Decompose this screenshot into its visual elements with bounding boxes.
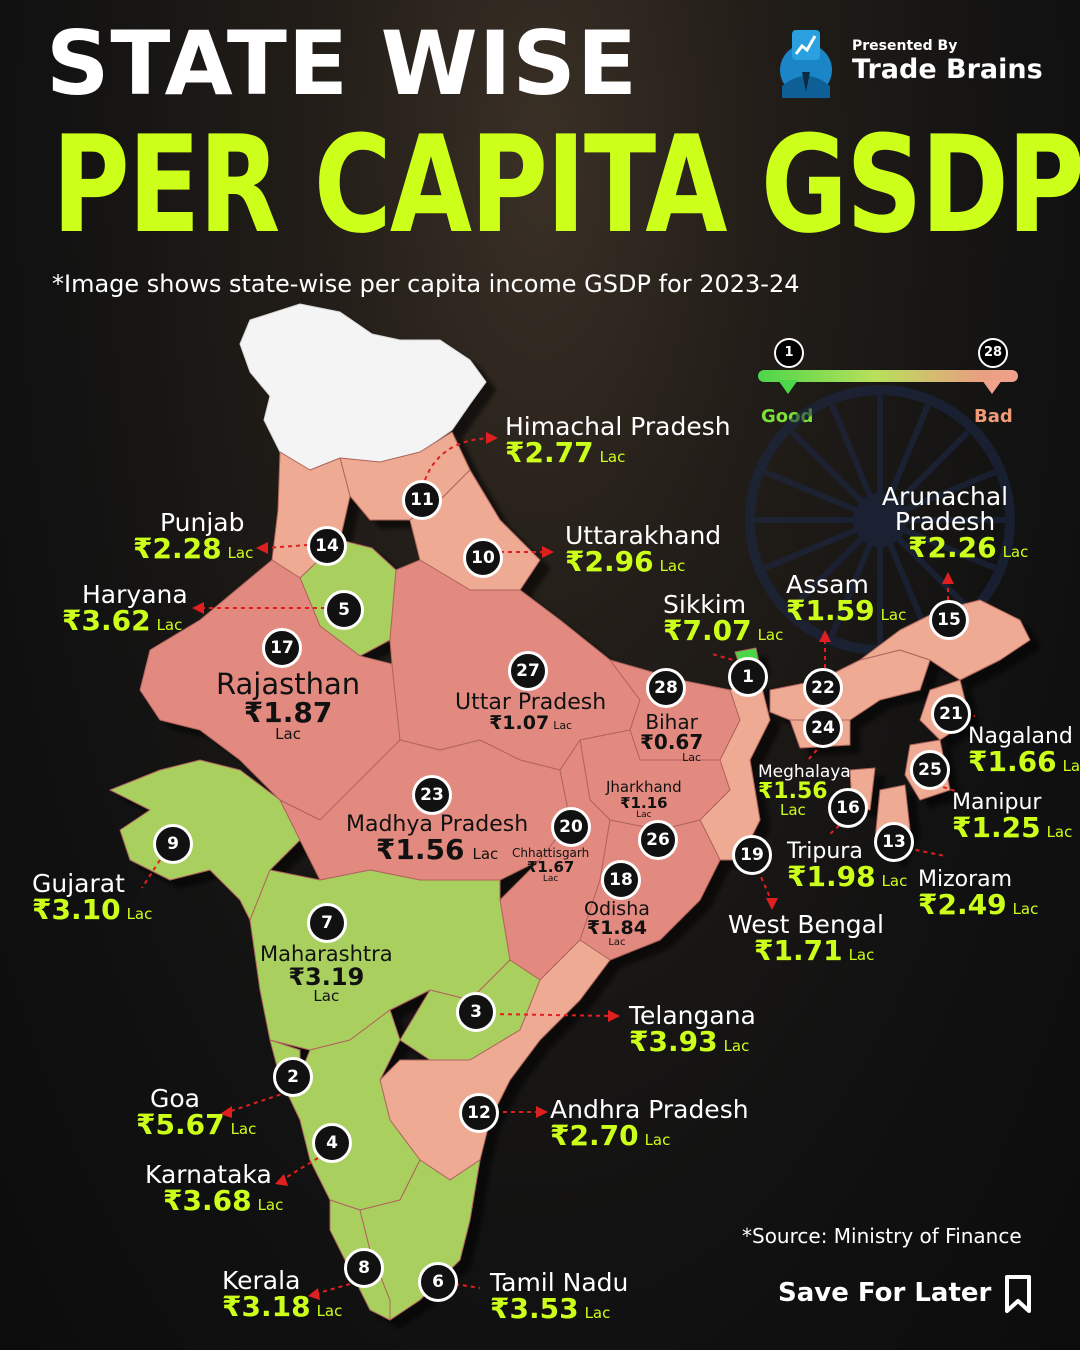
state-label-andhra-pradesh: Andhra Pradesh ₹2.70 Lac: [550, 1095, 749, 1152]
state-label-madhya-pradesh: Madhya Pradesh ₹1.56 Lac: [346, 812, 529, 866]
leader-arrow-heads: [192, 432, 954, 1300]
state-label-tripura: Tripura ₹1.98 Lac: [787, 839, 908, 893]
rank-badge-18: 18: [601, 860, 641, 900]
state-label-rajasthan: Rajasthan ₹1.87 Lac: [216, 667, 361, 743]
presented-by-label: Presented By: [852, 38, 958, 54]
state-label-chhattisgarh: Chhattisgarh ₹1.67 Lac: [512, 846, 590, 884]
state-label-gujarat: Gujarat ₹3.10 Lac: [32, 869, 153, 926]
state-label-tamil-nadu: Tamil Nadu ₹3.53 Lac: [490, 1268, 629, 1325]
rank-badge-23: 23: [412, 775, 452, 815]
trade-brains-logo-icon: [780, 30, 832, 98]
rank-badge-10: 10: [463, 538, 503, 578]
rank-badge-13: 13: [874, 822, 914, 862]
rank-badge-12: 12: [459, 1093, 499, 1133]
rank-badge-14: 14: [307, 526, 347, 566]
rank-badge-24: 24: [803, 708, 843, 748]
state-label-odisha: Odisha ₹1.84 Lac: [584, 898, 650, 948]
rank-badge-9: 9: [153, 824, 193, 864]
legend-bad-marker-icon: [982, 380, 1002, 394]
rank-badge-19: 19: [732, 835, 772, 875]
rank-badge-20: 20: [551, 807, 591, 847]
rank-badge-8: 8: [344, 1248, 384, 1288]
legend-good-marker-icon: [778, 380, 798, 394]
region-jammu-kashmir: [239, 303, 487, 471]
rank-badge-28: 28: [646, 668, 686, 708]
state-label-mizoram: Mizoram ₹2.49 Lac: [918, 867, 1039, 921]
rank-badge-7: 7: [307, 903, 347, 943]
legend-rank-last: 28: [978, 338, 1008, 368]
rank-badge-15: 15: [929, 600, 969, 640]
state-label-punjab: Punjab ₹2.28 Lac: [133, 508, 254, 565]
state-label-bihar: Bihar ₹0.67 Lac: [640, 710, 704, 764]
rank-badge-6: 6: [418, 1262, 458, 1302]
state-label-manipur: Manipur ₹1.25 Lac: [952, 790, 1073, 844]
legend-gradient-bar: [758, 370, 1018, 382]
title-line-1: STATE WISE: [46, 12, 638, 115]
state-label-maharashtra: Maharashtra ₹3.19 Lac: [260, 942, 393, 1005]
rank-badge-2: 2: [273, 1057, 313, 1097]
brand-name: Trade Brains: [852, 54, 1043, 85]
brand: Presented By Trade Brains: [772, 26, 1052, 106]
state-label-himachal-pradesh: Himachal Pradesh ₹2.77 Lac: [505, 412, 731, 469]
rank-badge-5: 5: [324, 590, 364, 630]
rank-badge-21: 21: [931, 694, 971, 734]
rank-badge-27: 27: [508, 651, 548, 691]
rank-badge-4: 4: [312, 1123, 352, 1163]
region-odisha: [579, 819, 721, 961]
rank-badge-17: 17: [262, 628, 302, 668]
state-label-goa: Goa ₹5.67 Lac: [136, 1084, 257, 1141]
rank-badge-1: 1: [728, 657, 768, 697]
rank-badge-25: 25: [910, 750, 950, 790]
legend-rank-first: 1: [774, 338, 804, 368]
state-label-uttarakhand: Uttarakhand ₹2.96 Lac: [565, 521, 722, 578]
legend-bad-label: Bad: [974, 406, 1013, 427]
title-line-2: PER CAPITA GSDP: [52, 107, 1080, 263]
source-note: *Source: Ministry of Finance: [742, 1224, 1022, 1248]
state-label-sikkim: Sikkim ₹7.07 Lac: [663, 590, 784, 647]
state-label-assam: Assam ₹1.59 Lac: [786, 570, 907, 627]
save-for-later-label: Save For Later: [778, 1278, 992, 1308]
rank-badge-3: 3: [456, 992, 496, 1032]
rank-badge-11: 11: [402, 480, 442, 520]
subtitle: *Image shows state-wise per capita incom…: [52, 270, 800, 298]
region-west-bengal: [699, 679, 771, 861]
region-assam: [769, 649, 931, 721]
rank-badge-16: 16: [828, 788, 868, 828]
rank-badge-22: 22: [803, 668, 843, 708]
state-label-haryana: Haryana ₹3.62 Lac: [62, 580, 188, 637]
state-label-kerala: Kerala ₹3.18 Lac: [222, 1266, 343, 1323]
bookmark-icon[interactable]: [1004, 1274, 1032, 1314]
state-label-nagaland: Nagaland₹1.66Lac: [968, 724, 1080, 778]
state-label-karnataka: Karnataka ₹3.68 Lac: [145, 1160, 284, 1217]
state-label-uttar-pradesh: Uttar Pradesh ₹1.07 Lac: [455, 690, 607, 734]
state-label-arunachal-pradesh: Arunachal Pradesh ₹2.26 Lac: [881, 482, 1029, 564]
rank-badge-26: 26: [638, 820, 678, 860]
state-label-meghalaya: Meghalaya ₹1.56 Lac: [758, 762, 851, 819]
state-label-west-bengal: West Bengal ₹1.71 Lac: [728, 910, 884, 967]
region-arunachal-pradesh: [859, 599, 1031, 681]
state-label-jharkhand: Jharkhand ₹1.16 Lac: [606, 778, 682, 820]
state-label-telangana: Telangana ₹3.93 Lac: [629, 1001, 756, 1058]
region-tamil-nadu: [359, 1159, 481, 1321]
